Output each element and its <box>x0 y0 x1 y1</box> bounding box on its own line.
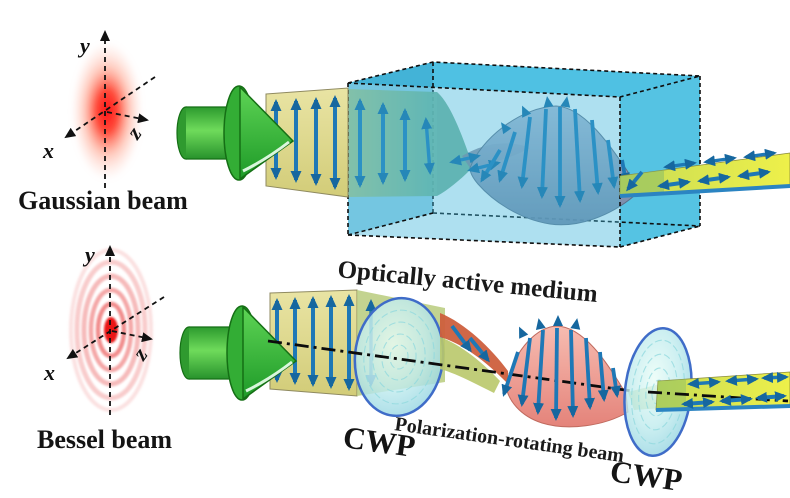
medium-box-front-face <box>348 83 620 247</box>
output-ribbon-rim <box>619 184 790 198</box>
gaussian-beam-label: Gaussian beam <box>18 186 188 215</box>
axis-label-y: y <box>82 242 95 267</box>
gaussian-blob <box>71 41 143 181</box>
cwp-output-label: CWP <box>608 453 685 498</box>
output-polarization-arrows <box>626 148 777 192</box>
rotating-polarization-arrows <box>450 324 622 421</box>
bessel-beam-label: Bessel beam <box>37 425 172 454</box>
output-ribbon-tint <box>656 379 686 410</box>
axis-label-x: x <box>43 360 55 385</box>
z-axis <box>106 111 149 124</box>
polarization-arrows-in-medium <box>354 98 630 208</box>
z-axis <box>111 330 153 343</box>
output-ribbon-rim <box>655 404 790 412</box>
axis-label-y: y <box>77 33 90 58</box>
gaussian-source-diagram: y x z Gaussian beam <box>18 30 188 215</box>
cwp-lens-icon <box>353 296 445 418</box>
medium-box-top-face <box>348 62 700 97</box>
top-beam-path: Optically active medium <box>175 61 790 308</box>
bessel-rings <box>69 248 153 412</box>
x-axis <box>66 296 165 360</box>
bottom-beam-path: CWP Polarization-rotating beam CWP <box>178 289 790 498</box>
output-polarization-arrows <box>681 371 789 409</box>
medium-box-edges <box>347 61 701 248</box>
axis-label-x: x <box>42 138 54 163</box>
medium-box-right-face <box>620 76 700 247</box>
rotating-sheet-sliver <box>440 337 500 393</box>
twist-descending-sheet <box>437 92 470 196</box>
ribbon-in-medium <box>348 89 437 197</box>
bessel-source-diagram: y x z Bessel beam <box>37 242 172 454</box>
